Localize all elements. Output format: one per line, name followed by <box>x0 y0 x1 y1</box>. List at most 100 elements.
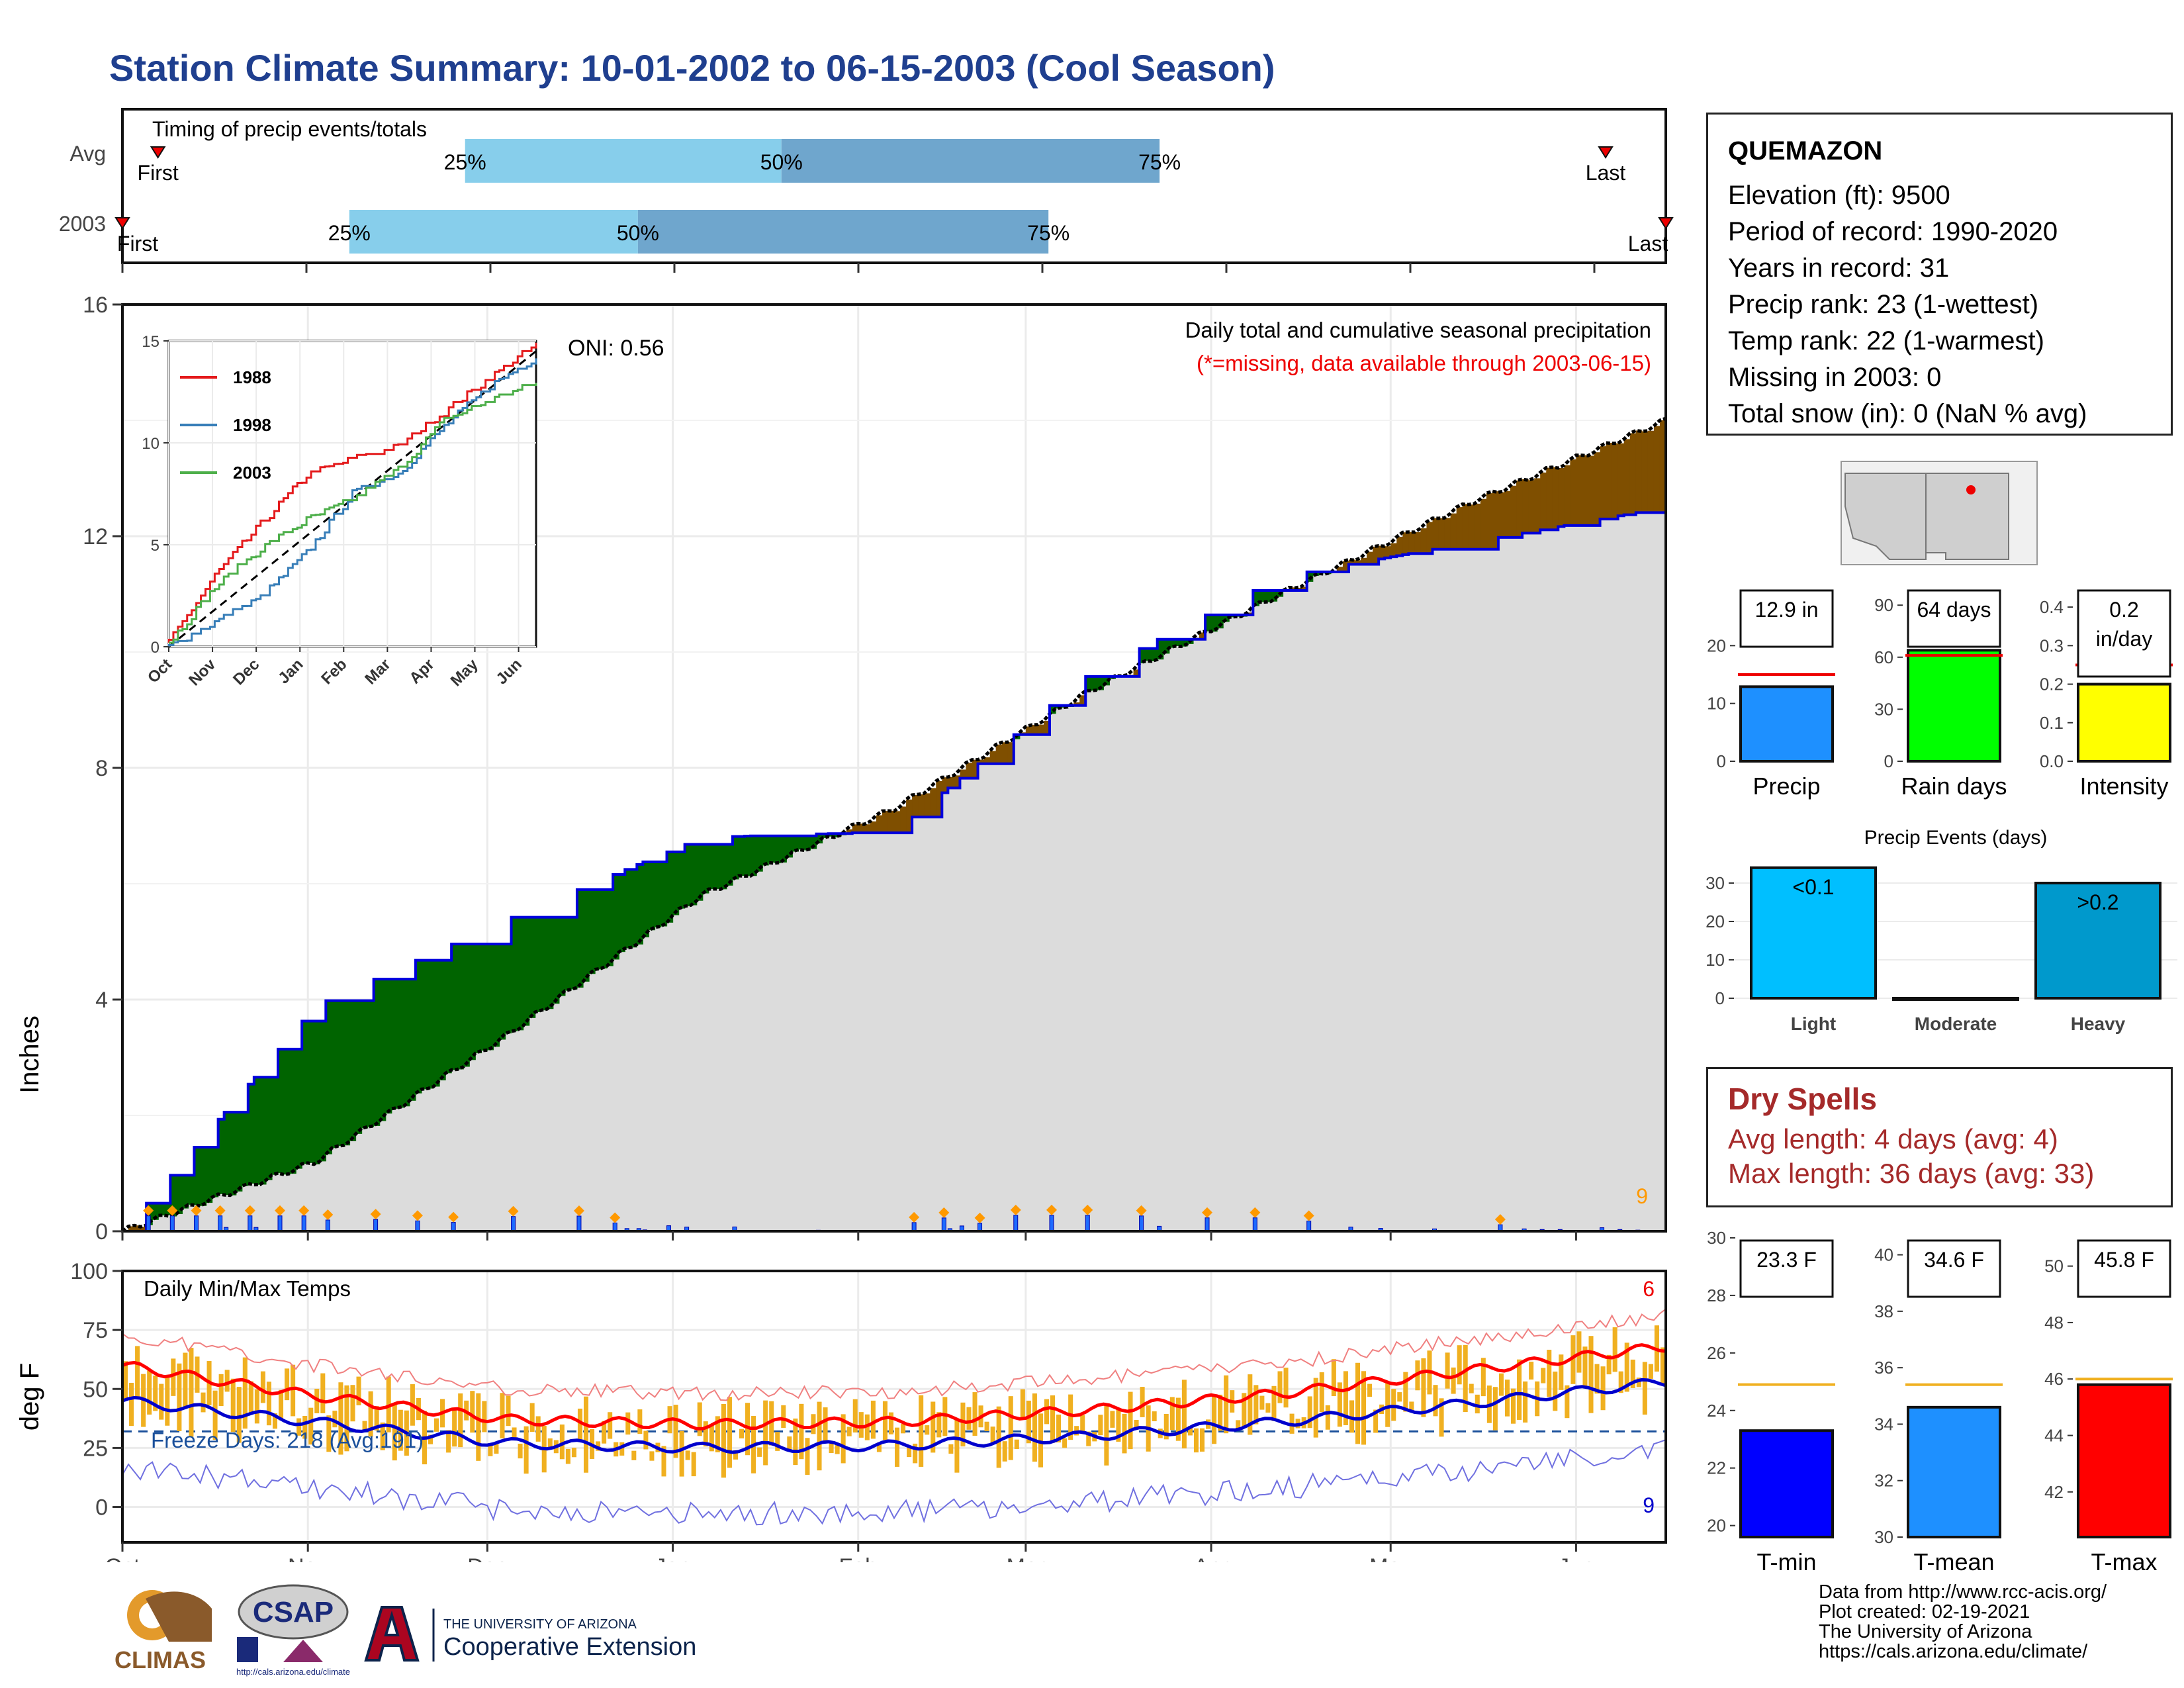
precip-difference-bar <box>164 1203 171 1215</box>
temp-range-bar <box>1421 1358 1426 1417</box>
precip-difference-bar <box>1037 724 1044 735</box>
precip-difference-bar <box>1468 504 1475 549</box>
daily-precip-bar <box>415 1220 420 1232</box>
temp-title: Daily Min/Max Temps <box>144 1276 351 1301</box>
precip-difference-bar <box>1635 430 1643 513</box>
temp-range-bar <box>1492 1387 1498 1430</box>
heavy-event-marker <box>275 1205 286 1216</box>
temp-range-bar <box>1618 1371 1623 1393</box>
precip-difference-bar <box>224 1112 231 1196</box>
temp-range-bar <box>895 1427 900 1467</box>
stat-y-tick-label: 44 <box>2044 1425 2064 1445</box>
precip-difference-bar <box>487 944 494 1051</box>
timing-label: Timing of precip events/totals <box>152 117 427 141</box>
stat-1-label-box <box>1907 589 2001 648</box>
stat-2-value-label: 0.2 <box>2109 598 2138 622</box>
daily-precip-bar <box>301 1215 306 1232</box>
timing-p50-label: 50% <box>617 221 659 245</box>
precip-difference-bar <box>1133 669 1140 677</box>
timing-p50-label: 50% <box>760 150 803 174</box>
precip-difference-bar <box>738 836 745 876</box>
temp-range-bar <box>1050 1395 1056 1443</box>
temp-range-bar <box>1636 1378 1641 1387</box>
precip-difference-bar <box>320 1021 326 1162</box>
temp-lines <box>122 1308 1666 1526</box>
stat-y-tick-label: 0 <box>1884 751 1893 771</box>
heavy-event-marker <box>1046 1204 1058 1215</box>
temp-range-bar <box>1469 1383 1474 1393</box>
precip-difference-bar <box>732 836 739 880</box>
precip-difference-bar <box>810 835 817 849</box>
temp-range-bar <box>1163 1413 1169 1440</box>
precip-difference-bar <box>1361 557 1367 565</box>
precip-difference-bar <box>1253 590 1259 606</box>
daily-precip-bar <box>1306 1221 1312 1232</box>
heavy-event-marker <box>938 1207 950 1218</box>
stat-y-tick-label: 26 <box>1707 1343 1726 1363</box>
precip-difference-bar <box>756 835 763 872</box>
temp-range-bar <box>1038 1413 1043 1468</box>
record-min-line <box>122 1439 1666 1526</box>
precip-difference-bar <box>1498 492 1505 538</box>
heavy-event-marker <box>412 1210 423 1221</box>
heavy-event-marker <box>1250 1207 1261 1218</box>
station-location-dot <box>1966 485 1976 494</box>
daily-precip-bar <box>193 1215 199 1232</box>
precip-difference-bar <box>631 869 637 948</box>
temp-x-tick-label: Feb <box>839 1554 878 1562</box>
temp-range-bar <box>320 1373 326 1414</box>
temp-range-bar <box>374 1406 379 1430</box>
temp-range-bar <box>147 1370 152 1415</box>
dry-spells-heading: Dry Spells <box>1728 1082 1877 1116</box>
daily-precip-bar <box>325 1219 330 1232</box>
temp-bottom-count: 9 <box>1643 1493 1655 1517</box>
temp-range-bar <box>1218 1394 1223 1431</box>
precip-difference-bar <box>529 917 536 1018</box>
avg-cumulative-line <box>121 416 1666 1233</box>
precip-difference-bar <box>1474 503 1481 549</box>
inset-y-tick-label: 0 <box>151 639 159 657</box>
precip-difference-bar <box>499 944 506 1040</box>
temp-range-bar <box>201 1392 206 1413</box>
avg-max-line <box>122 1343 1666 1430</box>
temp-range-bar <box>1445 1352 1450 1389</box>
temp-range-bar <box>362 1421 367 1430</box>
temp-range-bar <box>685 1450 690 1460</box>
temp-range-bar <box>1110 1411 1115 1428</box>
temp-range-bar <box>1193 1428 1199 1453</box>
precip-difference-bar <box>259 1077 267 1185</box>
temp-range-bar <box>1606 1354 1612 1375</box>
precip-difference-bar <box>481 944 488 1051</box>
temp-range-bar <box>1624 1342 1629 1392</box>
temp-range-bar <box>649 1451 655 1461</box>
precip-difference-bar <box>1623 439 1631 515</box>
precip-difference-bar <box>1001 742 1009 764</box>
precip-difference-bar <box>619 874 625 953</box>
heavy-event-marker <box>298 1205 310 1216</box>
precip-difference-bar <box>1641 431 1649 513</box>
precip-difference-bar <box>589 889 596 974</box>
precip-difference-bar <box>158 1203 165 1216</box>
timing-row-2003: 2003 <box>59 212 106 236</box>
station-name: QUEMAZON <box>1728 136 1883 165</box>
temp-range-bar <box>1594 1364 1600 1394</box>
temp-range-bar <box>1385 1382 1390 1427</box>
stat-y-tick-label: 0.2 <box>2040 675 2064 694</box>
daily-precip-bar <box>169 1215 175 1232</box>
temp-range-bar <box>1134 1419 1139 1430</box>
temp-range-bar <box>697 1402 702 1436</box>
daily-precip-bar <box>941 1217 946 1232</box>
daily-precip-bar <box>373 1219 379 1232</box>
climas-logo: CLIMAS <box>114 1590 212 1673</box>
temp-range-bar <box>279 1389 284 1421</box>
precip-difference-bar <box>397 979 404 1108</box>
precip-difference-bar <box>1342 561 1349 572</box>
precip-difference-bar <box>1348 559 1355 565</box>
precip-difference-bar <box>152 1203 159 1220</box>
daily-precip-bar <box>146 1215 151 1232</box>
temp-range-bar <box>308 1407 314 1445</box>
precip-difference-bar <box>762 835 769 866</box>
temp-range-bar <box>1086 1431 1091 1446</box>
temp-range-bar <box>1026 1400 1031 1444</box>
heavy-event-marker <box>448 1211 459 1223</box>
